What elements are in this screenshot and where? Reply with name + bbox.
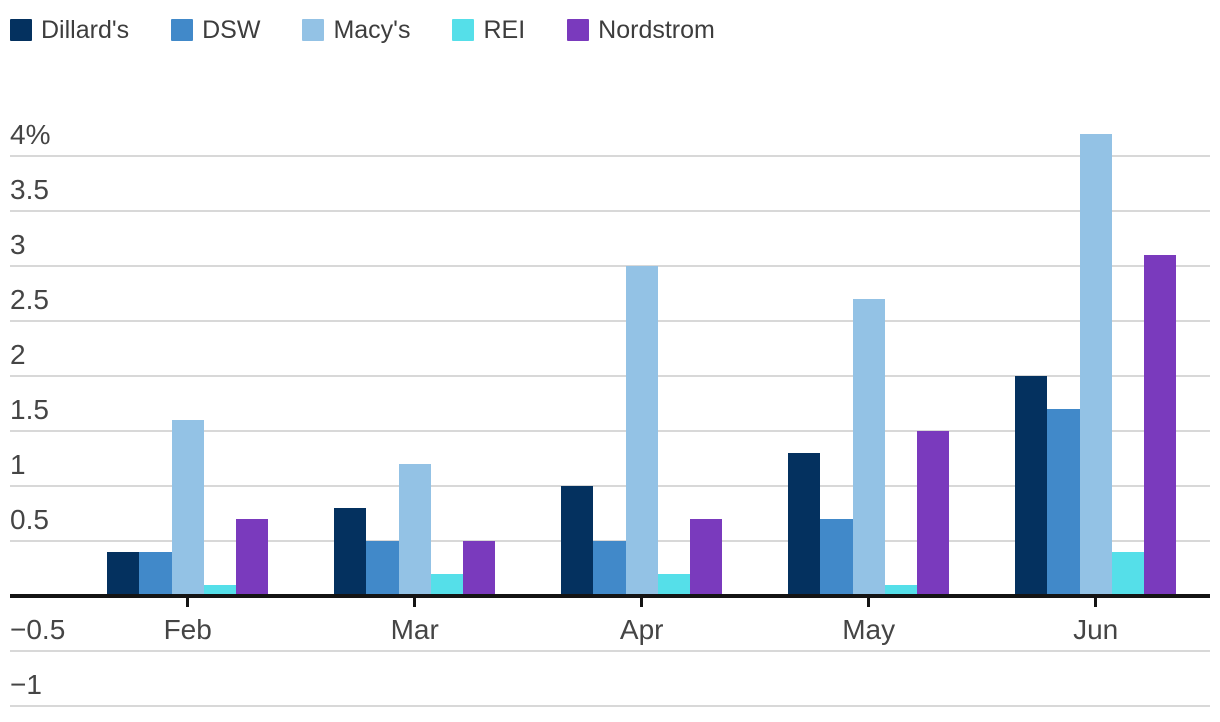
y-axis-tick-label: 1.5 — [10, 394, 49, 425]
bar-apr-dsw — [593, 541, 626, 596]
gridline — [10, 650, 1210, 652]
bar-jun-dillards — [1015, 376, 1048, 596]
legend-swatch-icon — [302, 19, 325, 41]
legend-label: DSW — [202, 16, 261, 44]
bar-feb-nordstrom — [236, 519, 269, 596]
x-axis-tick-mark — [867, 596, 871, 607]
legend-item: Nordstrom — [567, 17, 715, 43]
x-axis-tick-label: Apr — [619, 614, 664, 645]
gridline — [10, 375, 1210, 377]
legend-label: Macy's — [333, 16, 411, 44]
legend-swatch-icon — [567, 19, 590, 41]
gridline — [10, 155, 1210, 157]
y-axis-tick-label: 3 — [10, 229, 26, 260]
legend-swatch-icon — [10, 19, 32, 41]
x-axis-tick-label: Mar — [390, 614, 439, 645]
bar-jun-nordstrom — [1144, 255, 1177, 596]
gridline — [10, 485, 1210, 487]
bar-mar-dsw — [366, 541, 399, 596]
legend-label: Nordstrom — [598, 16, 715, 44]
gridline — [10, 320, 1210, 322]
legend-label: REI — [483, 16, 526, 44]
x-axis-tick-mark — [413, 596, 417, 607]
bar-feb-macys — [171, 420, 204, 596]
bar-apr-rei — [657, 574, 690, 596]
bar-mar-rei — [430, 574, 463, 596]
bar-apr-nordstrom — [690, 519, 723, 596]
y-axis-tick-label: 3.5 — [10, 174, 49, 205]
y-axis-tick-label: −0.5 — [10, 614, 66, 645]
legend-item: Macy's — [302, 17, 410, 43]
bar-jun-dsw — [1047, 409, 1080, 596]
y-axis-tick-label: 4% — [10, 119, 51, 150]
gridline — [10, 210, 1210, 212]
y-axis-tick-label: 1 — [10, 449, 26, 480]
bar-jun-macys — [1079, 134, 1112, 596]
legend-item: Dillard's — [10, 17, 129, 43]
x-axis-tick-mark — [640, 596, 644, 607]
legend-swatch-icon — [452, 19, 475, 41]
x-axis-tick-label: Jun — [1073, 614, 1119, 645]
x-axis-tick-mark — [186, 596, 190, 607]
legend-item: REI — [452, 17, 525, 43]
x-axis-tick-label: May — [842, 614, 896, 645]
x-axis-tick-mark — [1094, 596, 1098, 607]
bar-apr-dillards — [561, 486, 594, 596]
y-axis-tick-label: 2.5 — [10, 284, 49, 315]
gridline — [10, 430, 1210, 432]
gridline — [10, 265, 1210, 267]
legend-label: Dillard's — [41, 16, 130, 44]
bar-mar-nordstrom — [463, 541, 496, 596]
legend-swatch-icon — [171, 19, 194, 41]
bar-may-rei — [884, 585, 917, 596]
x-axis-line — [10, 594, 1210, 598]
bar-apr-macys — [625, 266, 658, 596]
bar-mar-dillards — [334, 508, 367, 596]
bar-jun-rei — [1111, 552, 1144, 596]
gridline — [10, 705, 1210, 707]
bar-may-macys — [852, 299, 885, 596]
bar-mar-macys — [398, 464, 431, 596]
y-axis-tick-label: −1 — [10, 669, 42, 700]
bar-may-dsw — [820, 519, 853, 596]
bar-may-nordstrom — [917, 431, 950, 596]
bar-feb-dillards — [107, 552, 140, 596]
y-axis-tick-label: 2 — [10, 339, 26, 370]
x-axis-tick-label: Feb — [163, 614, 212, 645]
chart-legend: Dillard's DSW Macy's REI Nordstrom — [10, 17, 715, 43]
bar-feb-rei — [203, 585, 236, 596]
y-axis-tick-label: 0.5 — [10, 504, 49, 535]
bar-may-dillards — [788, 453, 821, 596]
legend-item: DSW — [171, 17, 260, 43]
bar-feb-dsw — [139, 552, 172, 596]
